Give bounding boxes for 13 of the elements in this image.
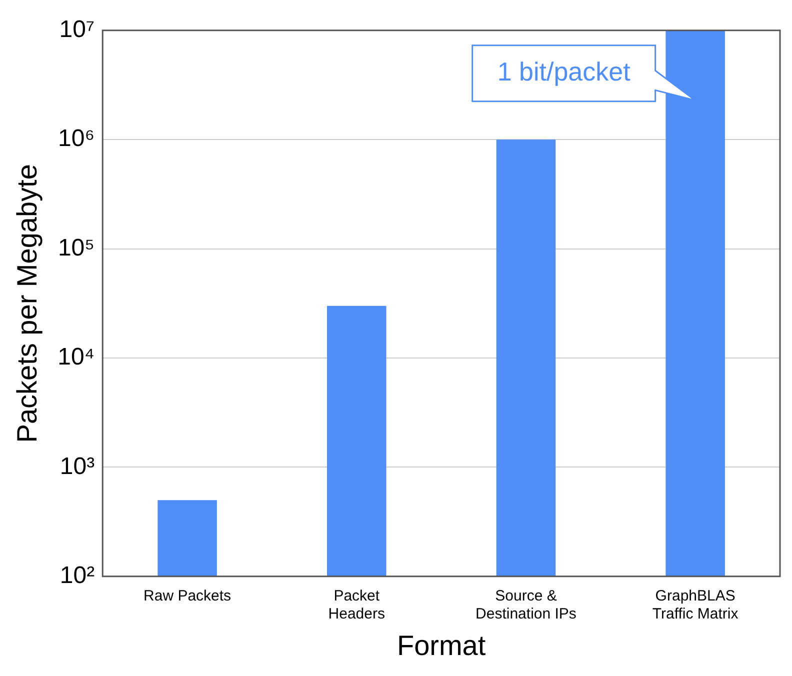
x-tick-label: Source & Destination IPs — [476, 588, 576, 623]
y-tick-label: 10³ — [60, 452, 95, 480]
y-tick-label: 10⁴ — [58, 344, 95, 371]
x-tick-label: Raw Packets — [144, 588, 232, 605]
y-tick-label: 10⁶ — [58, 125, 95, 152]
x-tick-label: Packet Headers — [328, 588, 385, 623]
x-axis-title: Format — [396, 630, 486, 661]
y-axis-title: Packets per Megabyte — [12, 164, 43, 443]
annotation: 1 bit/packet — [497, 56, 632, 87]
x-tick-label: GraphBLAS Traffic Matrix — [652, 588, 739, 623]
y-tick-label: 10⁵ — [58, 234, 95, 262]
y-tick-label: 10⁷ — [59, 16, 95, 44]
y-tick-label: 10² — [60, 562, 95, 590]
